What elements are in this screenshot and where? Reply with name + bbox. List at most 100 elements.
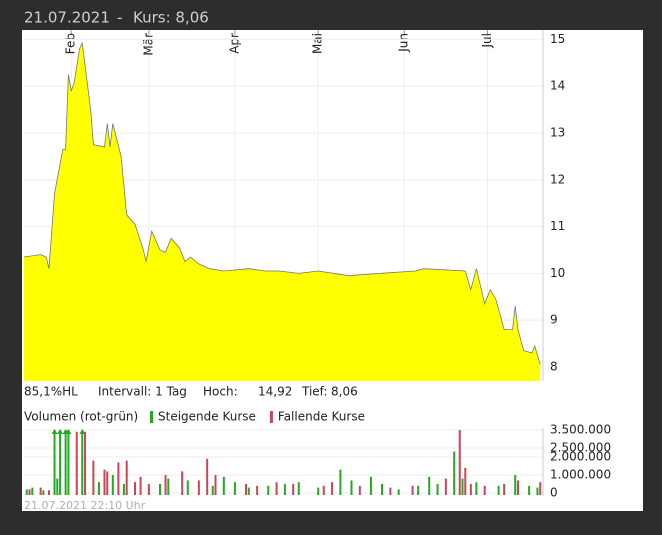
volume-bar: [211, 485, 214, 495]
volume-bar: [134, 482, 137, 495]
volume-bar: [167, 478, 170, 495]
y-tick-label: 2.000.000: [550, 450, 611, 464]
info-interval: Intervall: 1 Tag: [98, 385, 187, 399]
volume-bar: [233, 482, 236, 495]
volume-bar: [222, 476, 225, 495]
volume-bar: [483, 485, 486, 495]
volume-bar: [122, 484, 125, 495]
volume-bar: [106, 471, 109, 495]
overflow-arrow: [57, 429, 64, 434]
x-tick-label: Feb: [64, 33, 78, 54]
volume-bar: [59, 430, 62, 495]
info-low-label: Tief:: [301, 385, 328, 399]
volume-bar: [111, 475, 114, 495]
x-tick-label: Mär: [141, 33, 155, 56]
volume-bar: [197, 480, 200, 495]
volume-bar: [369, 476, 372, 495]
volume-bar: [322, 485, 325, 495]
volume-bar: [358, 485, 361, 495]
header-date: 21.07.2021: [24, 9, 110, 27]
volume-bar: [158, 484, 161, 495]
volume-bar: [461, 478, 464, 495]
y-tick-label: 14: [550, 79, 565, 93]
volume-bar: [517, 480, 520, 495]
volume-bar: [428, 476, 431, 495]
volume-bar: [181, 471, 184, 495]
y-tick-label: 15: [550, 32, 565, 46]
volume-bar: [31, 487, 34, 495]
volume-bar: [245, 484, 248, 495]
x-tick-label: Jun: [397, 33, 411, 53]
volume-bar: [283, 484, 286, 495]
volume-bar: [453, 451, 456, 495]
volume-bar: [436, 484, 439, 495]
volume-bar: [397, 489, 400, 495]
y-tick-label: 1.000.000: [550, 468, 611, 482]
overflow-arrow: [65, 429, 72, 434]
volume-bar: [84, 431, 87, 495]
y-tick-label: 0: [550, 486, 558, 500]
volume-bar: [389, 487, 392, 495]
volume-bar: [417, 485, 420, 495]
x-tick-label: Jul: [480, 33, 494, 48]
volume-bar: [139, 476, 142, 495]
x-tick-label: Mai: [311, 33, 325, 54]
volume-bar: [247, 487, 250, 495]
volume-bar: [350, 480, 353, 495]
volume-bar: [381, 484, 384, 495]
info-high: 14,92: [258, 385, 292, 399]
volume-bar: [514, 475, 517, 495]
legend-swatch: [269, 411, 273, 423]
legend-swatch: [150, 411, 153, 423]
volume-bar: [117, 462, 120, 495]
volume-bar: [39, 487, 42, 495]
volume-bar: [497, 485, 500, 495]
y-tick-label: 3.500.000: [550, 423, 611, 437]
volume-bar: [67, 430, 70, 495]
volume-bar: [317, 487, 320, 495]
y-tick-label: 2.500.000: [550, 441, 611, 455]
y-tick-label: 13: [550, 125, 565, 139]
price-area: [24, 43, 541, 381]
y-tick-label: 12: [550, 172, 565, 186]
volume-bar: [28, 489, 31, 495]
volume-bar: [275, 482, 278, 495]
volume-bar: [53, 430, 56, 495]
y-tick-label: 11: [550, 219, 565, 233]
volume-bar: [536, 487, 539, 495]
y-tick-label: 8: [550, 359, 558, 373]
volume-bar: [331, 482, 334, 495]
volume-bar: [97, 482, 100, 495]
volume-bar: [458, 430, 461, 495]
volume-bar: [503, 484, 506, 495]
info-low: 8,06: [331, 385, 358, 399]
volume-bar: [125, 460, 128, 495]
header-quote: Kurs: 8,06: [133, 9, 209, 27]
volume-bar: [339, 469, 342, 495]
x-tick-label: Apr: [227, 33, 241, 54]
volume-bar: [475, 482, 478, 495]
timestamp: 21.07.2021 22:10 Uhr: [24, 499, 146, 512]
info-high-label: Hoch:: [203, 385, 238, 399]
volume-bar: [214, 475, 217, 495]
volume-bar: [147, 484, 150, 495]
volume-bar: [186, 480, 189, 495]
price-line: [23, 41, 541, 365]
volume-bar: [539, 482, 542, 495]
y-tick-label: 9: [550, 313, 558, 327]
volume-bar: [267, 485, 270, 495]
volume-bar: [42, 490, 45, 495]
volume-bar: [164, 475, 167, 495]
overflow-arrow: [79, 429, 86, 434]
volume-bar: [256, 485, 259, 495]
volume-bar: [92, 460, 95, 495]
volume-bar: [444, 478, 447, 495]
overflow-arrow: [51, 429, 58, 434]
volume-title: Volumen (rot-grün): [24, 410, 138, 424]
legend-label: Steigende Kurse: [158, 410, 256, 424]
volume-bar: [103, 469, 106, 495]
volume-bar: [464, 467, 467, 495]
volume-bar: [64, 430, 67, 495]
header-separator: -: [117, 9, 122, 27]
